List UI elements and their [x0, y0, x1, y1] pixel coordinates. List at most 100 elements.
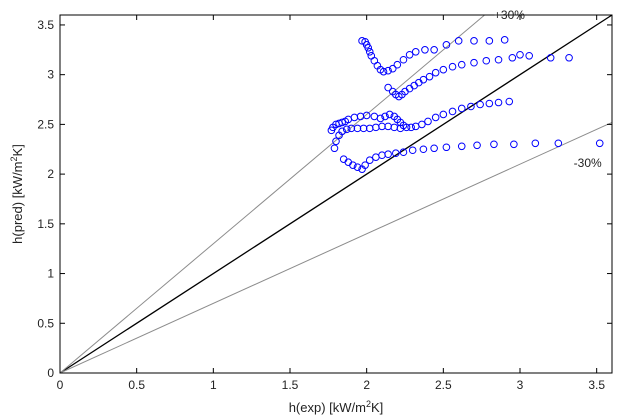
x-tick-label: 0.5 — [128, 378, 145, 392]
y-axis-label-part: K] — [10, 144, 25, 156]
reference-line — [59, 121, 613, 374]
data-point — [362, 111, 371, 120]
data-point — [508, 53, 517, 62]
data-point — [476, 100, 484, 109]
data-point — [448, 107, 457, 116]
data-point — [338, 118, 346, 127]
data-point — [419, 75, 428, 84]
data-point — [332, 137, 340, 146]
data-points — [327, 36, 604, 173]
data-point — [419, 145, 428, 154]
data-point — [378, 122, 386, 131]
data-point — [392, 149, 400, 158]
data-point — [482, 56, 491, 65]
data-point — [385, 110, 394, 119]
data-point — [330, 144, 339, 153]
data-point — [424, 117, 432, 126]
data-point — [565, 53, 573, 62]
data-point — [454, 37, 463, 45]
x-tick-label: 3.5 — [588, 378, 605, 392]
data-point — [430, 46, 438, 54]
data-point — [525, 51, 534, 60]
data-point — [359, 124, 368, 133]
data-point — [361, 161, 369, 169]
data-point — [494, 98, 503, 107]
data-point — [365, 156, 374, 164]
data-point — [384, 83, 392, 92]
data-point — [473, 141, 481, 150]
data-point — [485, 37, 494, 45]
data-point — [356, 112, 365, 121]
data-point — [411, 122, 420, 131]
data-point — [418, 120, 426, 129]
data-point — [370, 112, 379, 121]
y-tick-label: 2.5 — [37, 117, 54, 131]
reference-lines — [59, 14, 613, 374]
data-point — [367, 51, 376, 60]
data-point — [442, 143, 451, 152]
x-tick-label: 0 — [57, 378, 64, 392]
annotations: +30% -30% — [494, 8, 602, 170]
data-point — [510, 140, 518, 149]
data-point — [399, 55, 408, 64]
data-point — [350, 113, 359, 122]
data-point — [595, 139, 604, 148]
data-point — [358, 37, 366, 45]
data-point — [442, 41, 451, 49]
data-point — [457, 104, 466, 113]
data-point — [381, 112, 389, 121]
data-point — [457, 60, 466, 69]
data-point — [376, 114, 385, 123]
plot-area-frame — [59, 14, 613, 374]
data-point — [421, 46, 429, 54]
data-point — [379, 67, 388, 76]
data-point — [399, 148, 408, 157]
data-point — [390, 123, 399, 132]
y-axis-label-part: h(pred) [kW/m — [10, 161, 25, 243]
data-point — [467, 102, 475, 111]
data-point — [494, 55, 503, 64]
data-point — [470, 58, 478, 67]
data-point — [516, 50, 524, 59]
reference-line — [59, 14, 613, 374]
data-point — [408, 146, 417, 155]
x-tick-label: 3 — [517, 378, 524, 392]
y-tick-label: 3 — [47, 68, 54, 82]
data-point — [378, 151, 386, 160]
data-point — [430, 144, 438, 153]
x-axis-label-part: K] — [371, 400, 383, 415]
data-point — [384, 122, 392, 131]
x-axis-label-part: h(exp) [kW/m — [289, 400, 366, 415]
data-point — [439, 65, 448, 74]
y-tick-label: 2 — [47, 167, 54, 181]
data-point — [411, 47, 420, 56]
data-point — [439, 110, 448, 119]
data-point — [431, 68, 440, 77]
data-point — [353, 124, 362, 133]
data-point — [425, 72, 434, 81]
data-point — [546, 53, 555, 62]
data-point — [347, 124, 356, 133]
data-point — [364, 44, 373, 52]
x-tick-label: 1.5 — [282, 378, 299, 392]
x-axis-label: h(exp) [kW/m2K] — [289, 399, 384, 415]
data-point — [388, 64, 397, 73]
data-point — [384, 150, 392, 159]
data-point — [531, 139, 540, 148]
data-point — [384, 66, 392, 75]
data-point — [490, 140, 498, 149]
y-tick-label: 3.5 — [37, 18, 54, 32]
data-point — [431, 113, 440, 122]
annotation-label: -30% — [574, 156, 602, 170]
x-tick-label: 1 — [210, 378, 217, 392]
y-tick-label: 1.5 — [37, 217, 54, 231]
data-point — [349, 161, 357, 169]
x-tick-label: 2.5 — [435, 378, 452, 392]
data-point — [500, 36, 509, 44]
data-point — [365, 47, 374, 56]
data-point — [485, 99, 494, 108]
y-tick-label: 0 — [47, 366, 54, 380]
data-point — [470, 37, 478, 45]
data-point — [342, 125, 351, 134]
